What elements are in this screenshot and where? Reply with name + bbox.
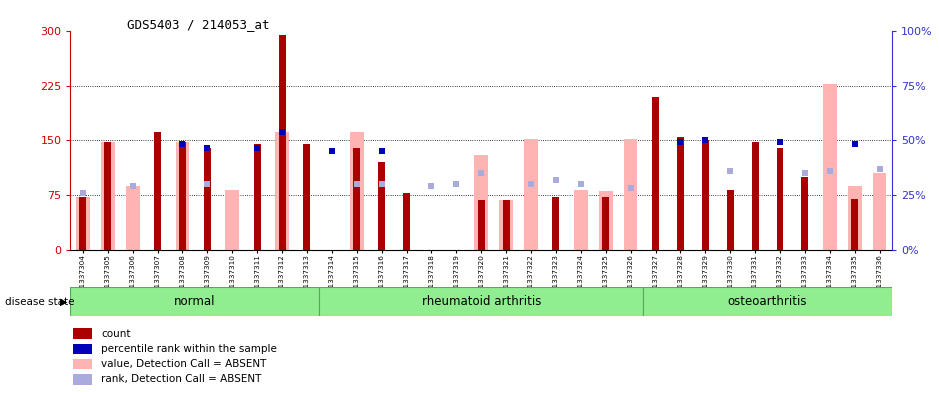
Bar bbox=[643, 287, 892, 316]
Bar bbox=[350, 132, 363, 250]
Text: value, Detection Call = ABSENT: value, Detection Call = ABSENT bbox=[101, 359, 267, 369]
Bar bbox=[524, 139, 538, 250]
Bar bbox=[126, 185, 140, 250]
Bar bbox=[623, 139, 638, 250]
Bar bbox=[204, 148, 211, 250]
Bar bbox=[176, 142, 190, 250]
Bar bbox=[751, 142, 759, 250]
Text: normal: normal bbox=[174, 295, 216, 308]
Bar bbox=[599, 191, 612, 250]
Bar bbox=[474, 155, 488, 250]
Bar bbox=[403, 193, 410, 250]
Bar bbox=[303, 144, 311, 250]
Bar bbox=[502, 200, 510, 250]
Bar bbox=[823, 84, 837, 250]
Bar bbox=[500, 200, 513, 250]
Bar bbox=[701, 140, 709, 250]
Bar bbox=[478, 200, 485, 250]
Text: percentile rank within the sample: percentile rank within the sample bbox=[101, 344, 277, 354]
Bar bbox=[100, 142, 115, 250]
Bar bbox=[179, 142, 186, 250]
Bar bbox=[76, 197, 90, 250]
Bar bbox=[574, 190, 588, 250]
Bar bbox=[552, 197, 560, 250]
Bar bbox=[652, 97, 659, 250]
Bar bbox=[872, 173, 886, 250]
Text: GDS5403 / 214053_at: GDS5403 / 214053_at bbox=[127, 18, 269, 31]
Bar bbox=[73, 359, 92, 369]
Text: rank, Detection Call = ABSENT: rank, Detection Call = ABSENT bbox=[101, 375, 261, 384]
Bar bbox=[279, 35, 285, 250]
Bar bbox=[319, 287, 643, 316]
Bar bbox=[677, 137, 684, 250]
Bar bbox=[70, 287, 319, 316]
Bar bbox=[848, 185, 862, 250]
Bar bbox=[852, 198, 858, 250]
Bar bbox=[378, 162, 385, 250]
Bar bbox=[73, 344, 92, 354]
Bar bbox=[104, 142, 111, 250]
Bar bbox=[353, 148, 361, 250]
Text: ▶: ▶ bbox=[60, 297, 68, 307]
Bar bbox=[801, 177, 808, 250]
Bar bbox=[275, 132, 289, 250]
Text: rheumatoid arthritis: rheumatoid arthritis bbox=[422, 295, 541, 308]
Text: osteoarthritis: osteoarthritis bbox=[728, 295, 808, 308]
Bar bbox=[602, 197, 609, 250]
Bar bbox=[777, 148, 783, 250]
Text: disease state: disease state bbox=[5, 297, 74, 307]
Bar bbox=[727, 190, 733, 250]
Bar bbox=[73, 329, 92, 339]
Bar bbox=[225, 190, 239, 250]
Bar bbox=[254, 144, 261, 250]
Bar bbox=[80, 197, 86, 250]
Bar bbox=[154, 132, 162, 250]
Text: count: count bbox=[101, 329, 131, 339]
Bar bbox=[73, 374, 92, 384]
